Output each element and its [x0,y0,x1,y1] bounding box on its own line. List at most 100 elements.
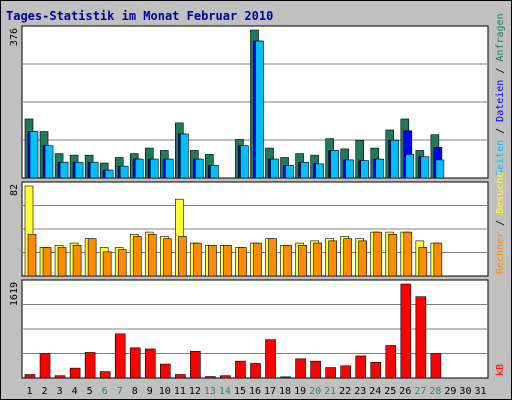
bar-seiten-day-24 [375,158,385,179]
bar-rechner-day-20 [313,242,322,277]
bar-rechner-day-5 [87,238,97,277]
x-tick-label-1: 1 [27,386,33,397]
bar-seiten-day-15 [240,145,249,179]
bar-rechner-day-6 [102,251,112,277]
x-tick-label-2: 2 [42,386,48,397]
x-tick-label-10: 10 [159,386,171,397]
axis-label-separator: / [495,122,506,140]
bar-kb-day-16 [250,363,261,379]
bar-kb-day-11 [175,374,186,379]
x-tick-label-3: 3 [57,386,63,397]
bar-rechner-day-24 [373,231,383,277]
axis-label-dateien: Dateien [495,80,506,122]
bar-kb-day-6 [99,371,111,379]
bar-seiten-day-28 [435,159,445,179]
x-tick-label-22: 22 [339,386,351,397]
x-tick-label-17: 17 [264,386,276,397]
axis-label-separator: / [495,214,506,232]
bar-seiten-day-25 [390,139,400,179]
x-tick-label-25: 25 [384,386,396,397]
bar-kb-day-13 [205,376,216,379]
bar-seiten-day-1 [29,131,39,179]
bar-seiten-day-19 [300,161,309,179]
bar-kb-day-25 [385,345,397,379]
x-tick-label-6: 6 [102,386,108,397]
x-tick-label-12: 12 [189,386,201,397]
bar-kb-day-4 [69,367,81,379]
bar-seiten-day-18 [285,165,294,179]
bar-rechner-day-21 [328,240,337,277]
bar-rechner-day-12 [193,242,202,277]
bar-kb-day-26 [400,283,412,379]
x-tick-label-5: 5 [87,386,93,397]
panel-1: 376 Seiten / Dateien / Anfragen [9,13,506,179]
x-tick-label-7: 7 [117,386,123,397]
bar-seiten-day-6 [104,169,114,179]
x-axis-labels: 1 2 3 4 5 6 7 8 9 10 11 12 13 14 15 16 17 18 19 20 21 22 23 24 2… [27,386,487,397]
bar-seiten-day-20 [315,163,324,179]
right-axis-label: kB [495,364,506,376]
bar-seiten-day-5 [89,161,99,179]
bar-kb-day-7 [114,333,126,379]
bar-rechner-day-2 [42,247,52,277]
x-tick-label-21: 21 [324,386,336,397]
right-axis-label: Seiten / Dateien / Anfragen [495,13,506,176]
bar-rechner-day-3 [57,247,67,277]
panel-2: 82 Rechner / Besuche [9,172,506,277]
axis-label-anfragen: Anfragen [495,13,506,61]
x-tick-label-26: 26 [399,386,411,397]
bar-rechner-day-4 [72,244,82,277]
x-tick-label-11: 11 [174,386,186,397]
bar-rechner-day-25 [388,233,398,277]
bar-seiten-day-13 [210,165,219,179]
bar-seiten-day-22 [345,159,354,179]
bar-rechner-day-19 [298,244,307,277]
bar-seiten-day-17 [270,158,279,179]
bar-rechner-day-9 [147,233,157,277]
bar-kb-day-3 [54,375,66,379]
panel-3: 1619 kB [9,279,506,379]
bar-seiten-day-7 [119,165,129,179]
bar-kb-day-1 [24,374,36,379]
bar-rechner-day-7 [117,249,127,277]
x-tick-label-9: 9 [147,386,153,397]
bar-seiten-day-10 [164,158,174,179]
bar-seiten-day-3 [59,161,69,179]
bar-kb-day-9 [144,348,156,379]
bar-seiten-day-12 [195,158,204,179]
bar-rechner-day-8 [132,236,142,277]
bar-seiten-day-11 [180,133,189,179]
bar-kb-day-28 [430,353,442,379]
bar-rechner-day-22 [343,238,352,277]
bar-kb-day-14 [220,375,231,379]
right-axis-label: Rechner / Besuche [495,172,506,274]
x-tick-label-15: 15 [234,386,246,397]
bar-kb-day-17 [265,339,276,379]
bar-seiten-day-21 [330,150,339,179]
bar-kb-day-23 [355,355,367,379]
x-tick-label-29: 29 [444,386,456,397]
axis-label-seiten: Seiten [495,140,506,176]
bar-seiten-day-26 [405,154,415,179]
bar-seiten-day-2 [44,145,54,179]
x-tick-label-14: 14 [219,386,231,397]
bar-rechner-day-15 [238,247,247,277]
bar-kb-day-20 [310,360,321,379]
x-tick-label-16: 16 [249,386,261,397]
x-tick-label-28: 28 [429,386,441,397]
chart-title: Tages-Statistik im Monat Februar 2010 [6,9,273,23]
bar-kb-day-18 [280,376,291,379]
y-max-label: 1619 [9,282,20,306]
bar-rechner-day-16 [253,242,262,277]
bar-kb-day-10 [159,363,171,379]
x-tick-label-19: 19 [294,386,306,397]
bar-kb-day-5 [84,352,96,379]
bar-kb-day-21 [325,367,336,379]
x-tick-label-18: 18 [279,386,291,397]
bar-kb-day-19 [295,358,306,379]
y-max-label: 376 [9,28,20,46]
bar-rechner-day-27 [418,247,428,277]
bar-rechner-day-1 [27,233,37,277]
x-tick-label-31: 31 [474,386,486,397]
